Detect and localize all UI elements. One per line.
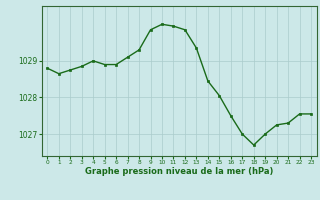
- X-axis label: Graphe pression niveau de la mer (hPa): Graphe pression niveau de la mer (hPa): [85, 167, 273, 176]
